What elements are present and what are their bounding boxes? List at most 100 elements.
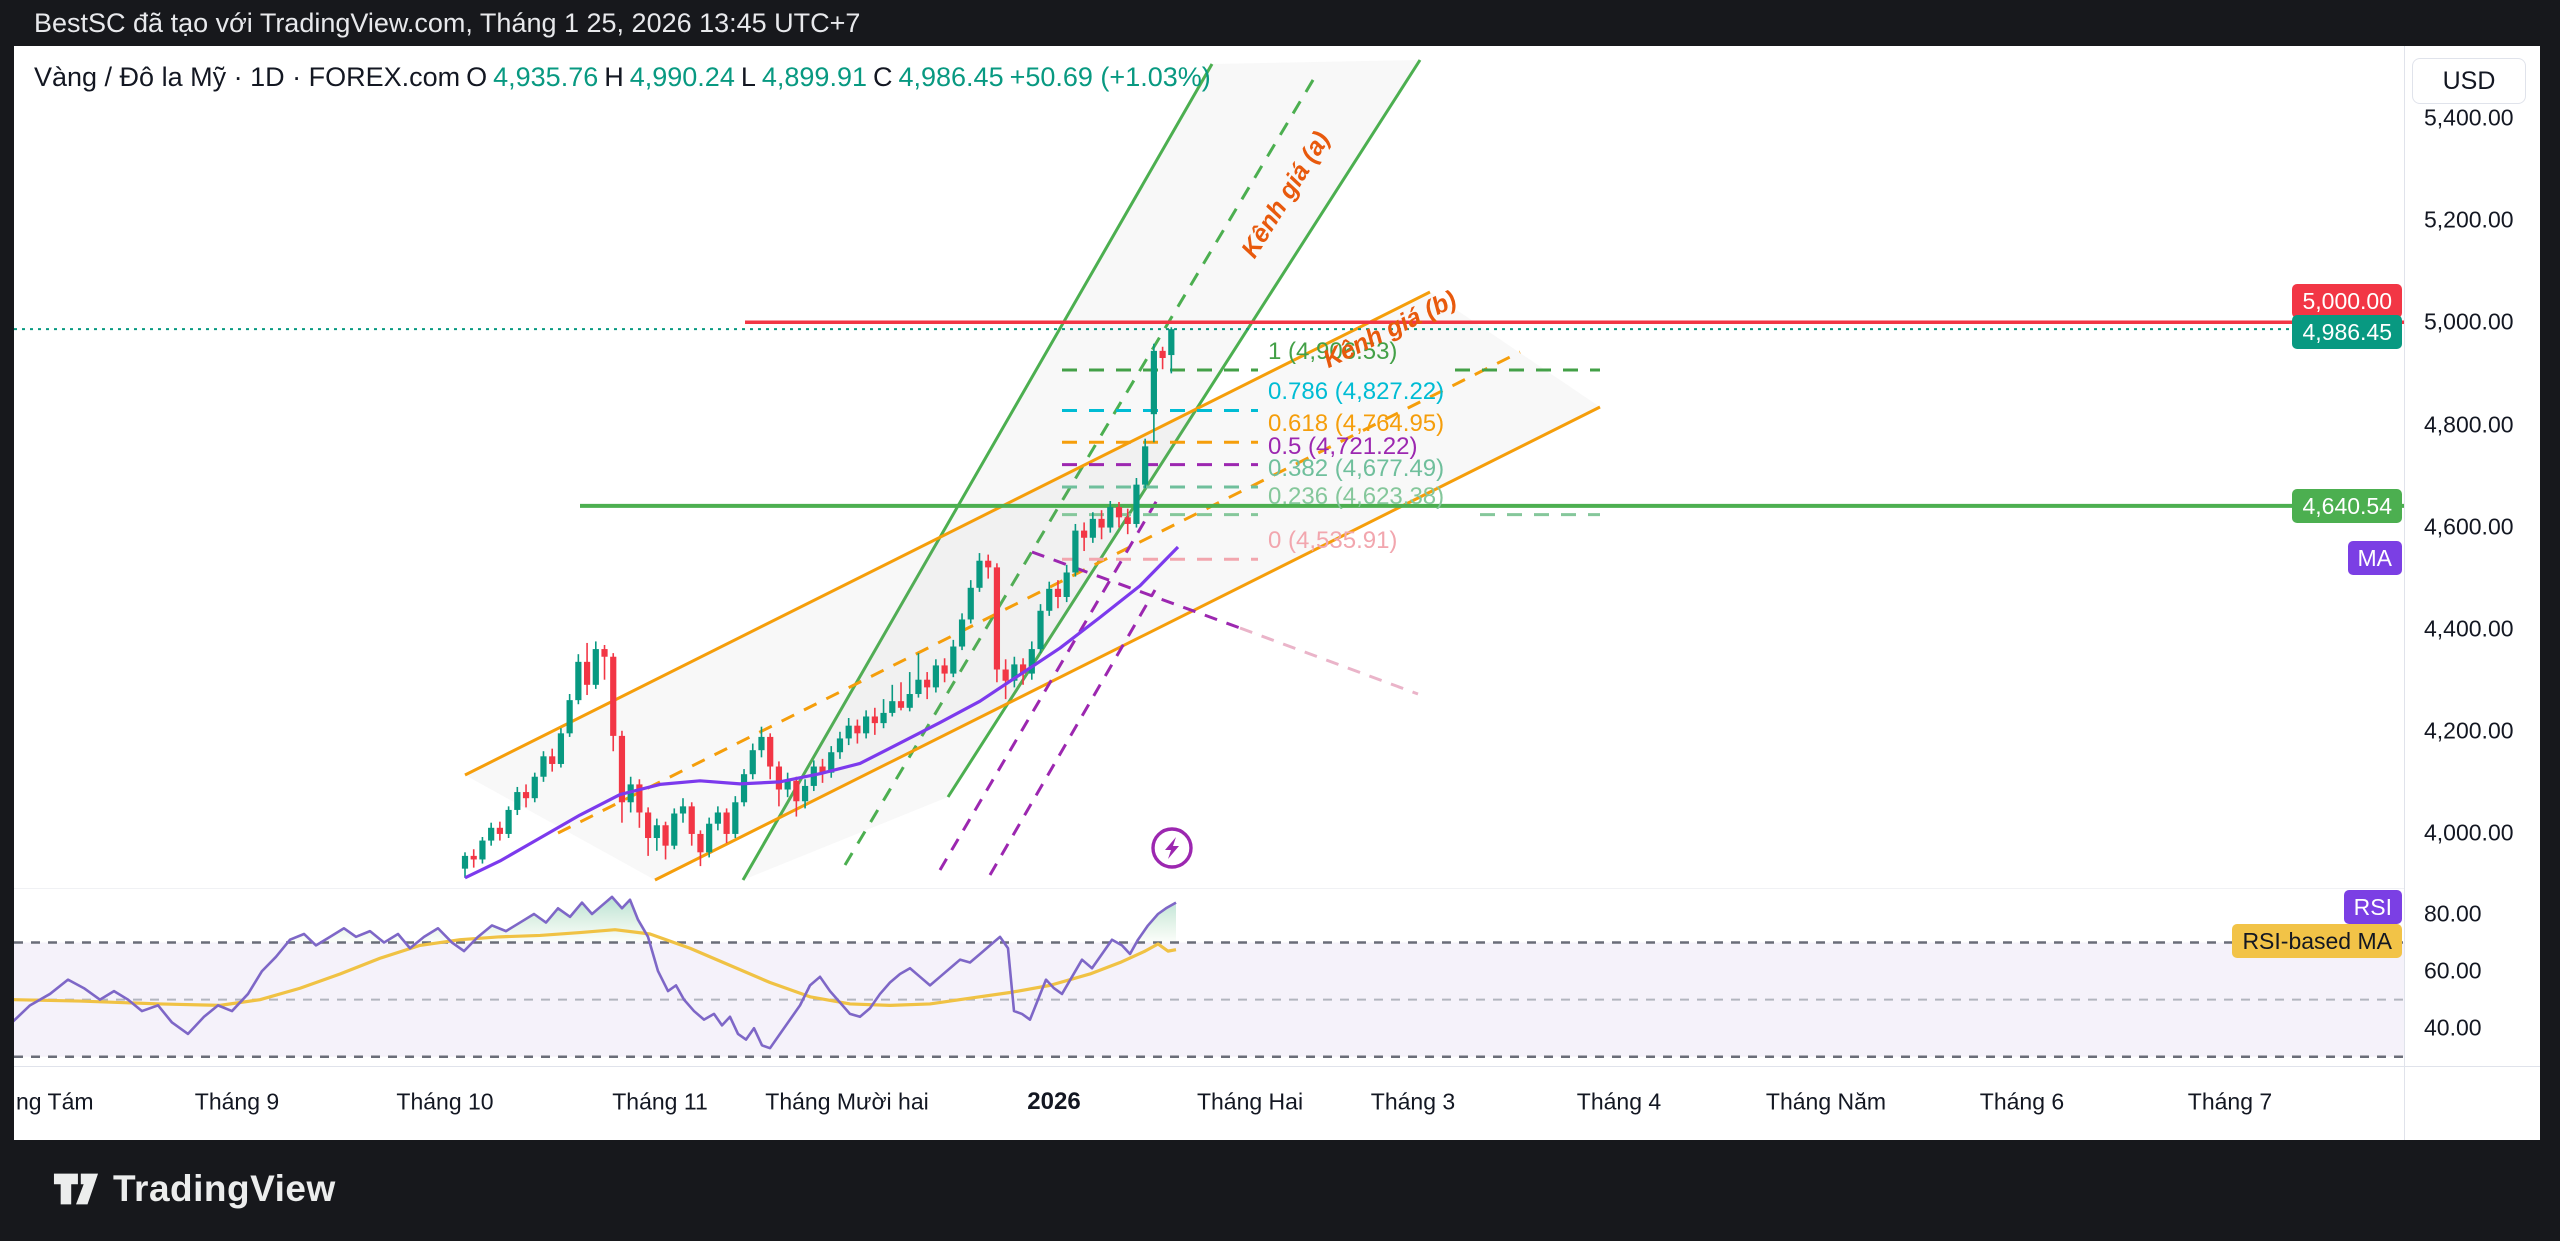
time-axis-label: 2026: [1027, 1088, 1081, 1115]
candle-body: [1150, 350, 1157, 415]
candle-body: [985, 560, 992, 568]
price-tick: 60.00: [2424, 957, 2482, 984]
candle-body: [1124, 517, 1131, 524]
candle-body: [514, 792, 521, 810]
pane-separator: [14, 888, 2404, 889]
candle-body: [793, 780, 800, 802]
candle-body: [863, 716, 870, 734]
time-axis-label: Tháng 9: [194, 1088, 280, 1115]
candle-body: [993, 567, 1001, 670]
header-segment: C: [872, 62, 893, 92]
ma-line[interactable]: [464, 545, 1180, 880]
time-axis-label: Tháng 6: [1979, 1088, 2065, 1115]
price-tick: 40.00: [2424, 1014, 2482, 1041]
header-segment: 4,990.24: [629, 62, 735, 92]
kenh-gia-a-line-1[interactable]: [843, 74, 1318, 866]
header-segment: H: [604, 62, 624, 92]
candle-body: [1159, 350, 1166, 359]
price-tick: 5,200.00: [2424, 206, 2514, 233]
candle-body: [758, 736, 765, 751]
candle-body: [1168, 329, 1175, 356]
candle-body: [828, 752, 835, 773]
candle-body: [706, 823, 713, 853]
candle-body: [775, 766, 783, 790]
purple-steep-2[interactable]: [988, 589, 1157, 876]
candle-body: [505, 809, 512, 834]
header-segment[interactable]: Vàng / Đô la Mỹ · 1D · FOREX.com: [34, 62, 461, 92]
fib-label-0.382: 0.382 (4,677.49): [1268, 454, 1445, 482]
price-tick: 5,000.00: [2424, 308, 2514, 335]
candle-body: [470, 855, 477, 860]
candle-body: [723, 812, 730, 834]
price-tick: 4,000.00: [2424, 819, 2514, 846]
candle-body: [845, 725, 852, 739]
time-axis-label: Tháng Mười hai: [765, 1088, 929, 1115]
rsi-line[interactable]: [12, 895, 1177, 1050]
price-tick: 4,400.00: [2424, 615, 2514, 642]
candle-body: [1089, 518, 1096, 538]
candle-body: [784, 780, 791, 790]
candle-body: [1046, 588, 1053, 611]
fib-label-1: 1 (4,906.53): [1268, 337, 1398, 365]
candle-body: [906, 694, 913, 708]
kenh-gia-b-line-1[interactable]: [557, 350, 1521, 835]
purple-steep-1[interactable]: [938, 494, 1162, 871]
kenh-gia-b-fill: [465, 292, 1600, 880]
fib-label-0.786: 0.786 (4,827.22): [1268, 378, 1445, 406]
pink-neckline-ext[interactable]: [1239, 626, 1419, 696]
tradingview-logo: TradingView: [53, 1163, 336, 1215]
candle-body: [871, 716, 878, 724]
candle-body: [1028, 649, 1035, 674]
tradingview-logo-text: TradingView: [113, 1168, 336, 1209]
time-axis-label: Tháng 7: [2187, 1088, 2273, 1115]
time-axis-label: ng Tám: [16, 1088, 94, 1115]
currency-button[interactable]: USD: [2412, 58, 2526, 104]
candle-body: [1002, 669, 1009, 681]
candle-body: [671, 813, 678, 846]
candle-body: [897, 701, 905, 708]
kenh-gia-a-line-2[interactable]: [946, 59, 1422, 798]
candle-body: [522, 792, 530, 799]
candle-body: [740, 774, 748, 803]
header-segment: 4,986.45: [898, 62, 1004, 92]
candle-body: [915, 679, 922, 695]
lightning-marker[interactable]: [1151, 827, 1193, 869]
candle-body: [819, 766, 826, 773]
candlestick-series: [461, 327, 1175, 878]
candle-body: [1011, 664, 1018, 681]
candle-body: [531, 776, 538, 799]
candle-body: [732, 802, 739, 834]
candle-body: [549, 756, 556, 764]
header-segment: 4,935.76: [493, 62, 599, 92]
chart-card: [14, 46, 2540, 1140]
rsi-ma-line[interactable]: [12, 928, 1177, 1007]
candle-body: [1107, 507, 1114, 528]
candle-body: [950, 646, 957, 674]
header-segment: L: [740, 62, 756, 92]
time-axis-label: Tháng Hai: [1196, 1088, 1304, 1115]
purple-neckline[interactable]: [1031, 550, 1241, 630]
candle-body: [976, 560, 983, 588]
kenh-gia-b-line-0[interactable]: [464, 290, 1431, 777]
candle-body: [1142, 446, 1149, 485]
rsi-overbought-fill: [287, 933, 313, 943]
symbol-header: Vàng / Đô la Mỹ · 1D · FOREX.com O 4,935.7…: [34, 62, 1217, 93]
candle-body: [479, 840, 486, 860]
candle-body: [1054, 588, 1062, 597]
time-axis-label: Tháng Năm: [1765, 1088, 1887, 1115]
header-segment: O: [466, 62, 488, 92]
kenh-gia-b-line-2[interactable]: [654, 405, 1601, 882]
candle-body: [924, 679, 931, 688]
candle-body: [880, 712, 887, 724]
candle-body: [1081, 530, 1088, 538]
support-badge: 4,640.54: [2292, 489, 2402, 523]
kenh-gia-a-line-0[interactable]: [741, 63, 1214, 881]
plot-contents: [12, 59, 2404, 1058]
candle-body: [967, 587, 974, 620]
time-axis-label: Tháng 4: [1576, 1088, 1662, 1115]
price-tick: 80.00: [2424, 900, 2482, 927]
candle-body: [688, 806, 695, 834]
candle-body: [618, 735, 626, 803]
rsi-ma-badge: RSI-based MA: [2232, 924, 2402, 958]
